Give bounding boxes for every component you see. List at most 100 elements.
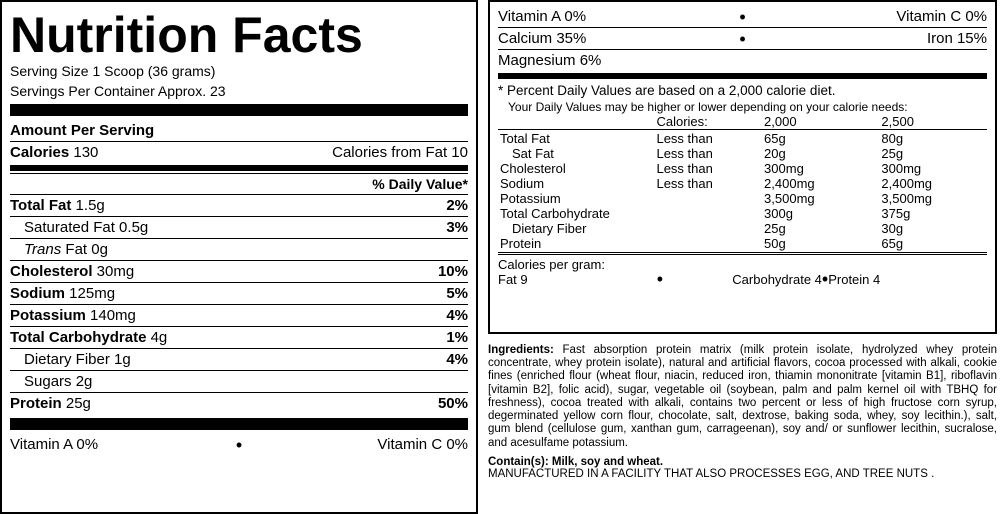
- divider-mid: [498, 73, 987, 79]
- nutrient-dv: 4%: [446, 351, 468, 368]
- divider-thick: [10, 104, 468, 116]
- ref-header-2000: 2,000: [762, 114, 879, 130]
- nutrient-row: Sugars 2g: [10, 370, 468, 392]
- footnote: * Percent Daily Values are based on a 2,…: [498, 81, 987, 100]
- ref-qual: Less than: [654, 146, 762, 161]
- ref-2500: 80g: [879, 131, 987, 146]
- nutrient-dv: 5%: [446, 285, 468, 302]
- mineral-row: Calcium 35% • Iron 15%: [498, 27, 987, 49]
- calories-label: Calories 130: [10, 144, 98, 161]
- ref-qual: [654, 236, 762, 251]
- nutrition-facts-left: Nutrition Facts Serving Size 1 Scoop (36…: [0, 0, 478, 514]
- serving-size: Serving Size 1 Scoop (36 grams): [10, 62, 468, 80]
- ref-row: CholesterolLess than300mg300mg: [498, 161, 987, 176]
- amount-per-serving-label: Amount Per Serving: [10, 122, 154, 139]
- ref-row: Dietary Fiber 25g30g: [498, 221, 987, 236]
- magnesium-row: Magnesium 6%: [498, 49, 987, 71]
- nutrition-facts-right: Vitamin A 0% • Vitamin C 0% Calcium 35% …: [488, 0, 997, 334]
- ref-qual: [654, 206, 762, 221]
- ingredients-label: Ingredients:: [488, 344, 554, 356]
- ingredients: Ingredients: Fast absorption protein mat…: [488, 344, 997, 450]
- calories-row: Calories 130 Calories from Fat 10: [10, 141, 468, 163]
- magnesium: Magnesium 6%: [498, 52, 987, 69]
- vitamin-c: Vitamin C 0%: [242, 436, 468, 453]
- ref-name: Total Fat: [498, 131, 654, 146]
- nutrient-label: Trans Fat 0g: [10, 241, 108, 258]
- ref-row: Sat FatLess than20g25g: [498, 146, 987, 161]
- nutrient-label: Total Carbohydrate 4g: [10, 329, 167, 346]
- ref-2000: 20g: [762, 146, 879, 161]
- ref-qual: [654, 191, 762, 206]
- calper-prot: Protein 4: [828, 272, 987, 287]
- calper-label: Calories per gram:: [498, 257, 987, 272]
- reference-table: Calories: 2,000 2,500 Total FatLess than…: [498, 114, 987, 251]
- nutrient-row: Dietary Fiber 1g4%: [10, 348, 468, 370]
- nutrient-label: Total Fat 1.5g: [10, 197, 105, 214]
- nutrient-label: Sugars 2g: [10, 373, 92, 390]
- ref-2500: 65g: [879, 236, 987, 251]
- ref-2500: 3,500mg: [879, 191, 987, 206]
- nutrient-row: Trans Fat 0g: [10, 238, 468, 260]
- calories-per-gram: Calories per gram: Fat 9 • Carbohydrate …: [498, 254, 987, 289]
- nutrient-row: Potassium 140mg 4%: [10, 304, 468, 326]
- calcium: Calcium 35%: [498, 30, 739, 47]
- calories-from-fat: Calories from Fat 10: [332, 144, 468, 161]
- ref-2000: 65g: [762, 131, 879, 146]
- ref-name: Dietary Fiber: [498, 221, 654, 236]
- nutrient-dv: 10%: [438, 263, 468, 280]
- nutrient-label: Saturated Fat 0.5g: [10, 219, 148, 236]
- ref-2500: 300mg: [879, 161, 987, 176]
- nutrient-dv: 3%: [446, 219, 468, 236]
- nutrient-dv: 50%: [438, 395, 468, 412]
- ref-2500: 2,400mg: [879, 176, 987, 191]
- ref-header: Calories: 2,000 2,500: [498, 114, 987, 130]
- ref-2500: 25g: [879, 146, 987, 161]
- nutrient-dv: 1%: [446, 329, 468, 346]
- ref-header-2500: 2,500: [879, 114, 987, 130]
- ref-row: Potassium3,500mg3,500mg: [498, 191, 987, 206]
- ref-row: Protein50g65g: [498, 236, 987, 251]
- servings-per: Servings Per Container Approx. 23: [10, 82, 468, 100]
- contains-label: Contain(s): Milk, soy and wheat.: [488, 456, 663, 468]
- nutrient-label: Protein 25g: [10, 395, 91, 412]
- ref-2000: 2,400mg: [762, 176, 879, 191]
- ref-qual: Less than: [654, 176, 762, 191]
- nutrient-label: Sodium 125mg: [10, 285, 115, 302]
- ref-row: SodiumLess than2,400mg2,400mg: [498, 176, 987, 191]
- nutrient-label: Potassium 140mg: [10, 307, 136, 324]
- ingredients-text: Fast absorption protein matrix (milk pro…: [488, 344, 997, 449]
- vitamin-c: Vitamin C 0%: [746, 8, 987, 25]
- footnote-sub: Your Daily Values may be higher or lower…: [498, 100, 987, 114]
- ref-2500: 30g: [879, 221, 987, 236]
- ref-qual: Less than: [654, 161, 762, 176]
- ref-name: Sat Fat: [498, 146, 654, 161]
- nutrient-dv: 4%: [446, 307, 468, 324]
- title: Nutrition Facts: [10, 10, 468, 60]
- divider-thick: [10, 418, 468, 430]
- ref-2000: 300mg: [762, 161, 879, 176]
- ref-qual: [654, 221, 762, 236]
- nutrient-dv: 2%: [446, 197, 468, 214]
- vitamin-row: Vitamin A 0% • Vitamin C 0%: [498, 6, 987, 27]
- divider-thin: [498, 252, 987, 253]
- vitamin-row: Vitamin A 0% • Vitamin C 0%: [10, 434, 468, 455]
- ref-name: Total Carbohydrate: [498, 206, 654, 221]
- nutrient-row: Saturated Fat 0.5g 3%: [10, 216, 468, 238]
- nutrient-row: Protein 25g 50%: [10, 392, 468, 414]
- ref-2000: 300g: [762, 206, 879, 221]
- ref-qual: Less than: [654, 131, 762, 146]
- dv-header: % Daily Value*: [10, 173, 468, 194]
- calper-carb: Carbohydrate 4: [663, 272, 822, 287]
- amount-per-serving: Amount Per Serving: [10, 120, 468, 141]
- vitamin-a: Vitamin A 0%: [10, 436, 236, 453]
- nutrient-row: Sodium 125mg 5%: [10, 282, 468, 304]
- ref-2000: 25g: [762, 221, 879, 236]
- nutrient-label: Cholesterol 30mg: [10, 263, 134, 280]
- ref-2000: 3,500mg: [762, 191, 879, 206]
- vitamin-a: Vitamin A 0%: [498, 8, 739, 25]
- ref-name: Sodium: [498, 176, 654, 191]
- ref-name: Protein: [498, 236, 654, 251]
- calper-fat: Fat 9: [498, 272, 657, 287]
- iron: Iron 15%: [746, 30, 987, 47]
- ref-name: Cholesterol: [498, 161, 654, 176]
